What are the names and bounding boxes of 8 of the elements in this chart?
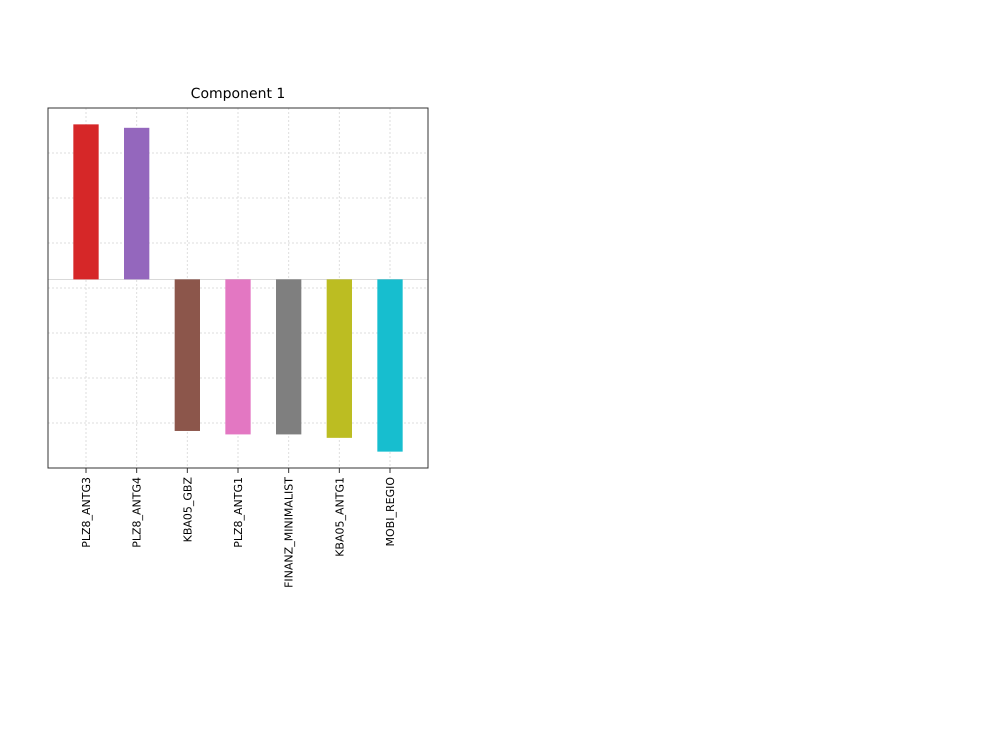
x-tick-label: PLZ8_ANTG4 <box>130 477 144 548</box>
x-tick-label: MOBI_REGIO <box>384 476 397 546</box>
x-tick-label: KBA05_GBZ <box>181 476 194 542</box>
chart-title: Component 1 <box>190 86 286 102</box>
x-tick-label: FINANZ_MINIMALIST <box>282 476 296 588</box>
x-tick-label: PLZ8_ANTG1 <box>232 477 245 548</box>
x-tick-label: KBA05_ANTG1 <box>333 477 346 557</box>
x-tick-label: PLZ8_ANTG3 <box>80 477 93 548</box>
